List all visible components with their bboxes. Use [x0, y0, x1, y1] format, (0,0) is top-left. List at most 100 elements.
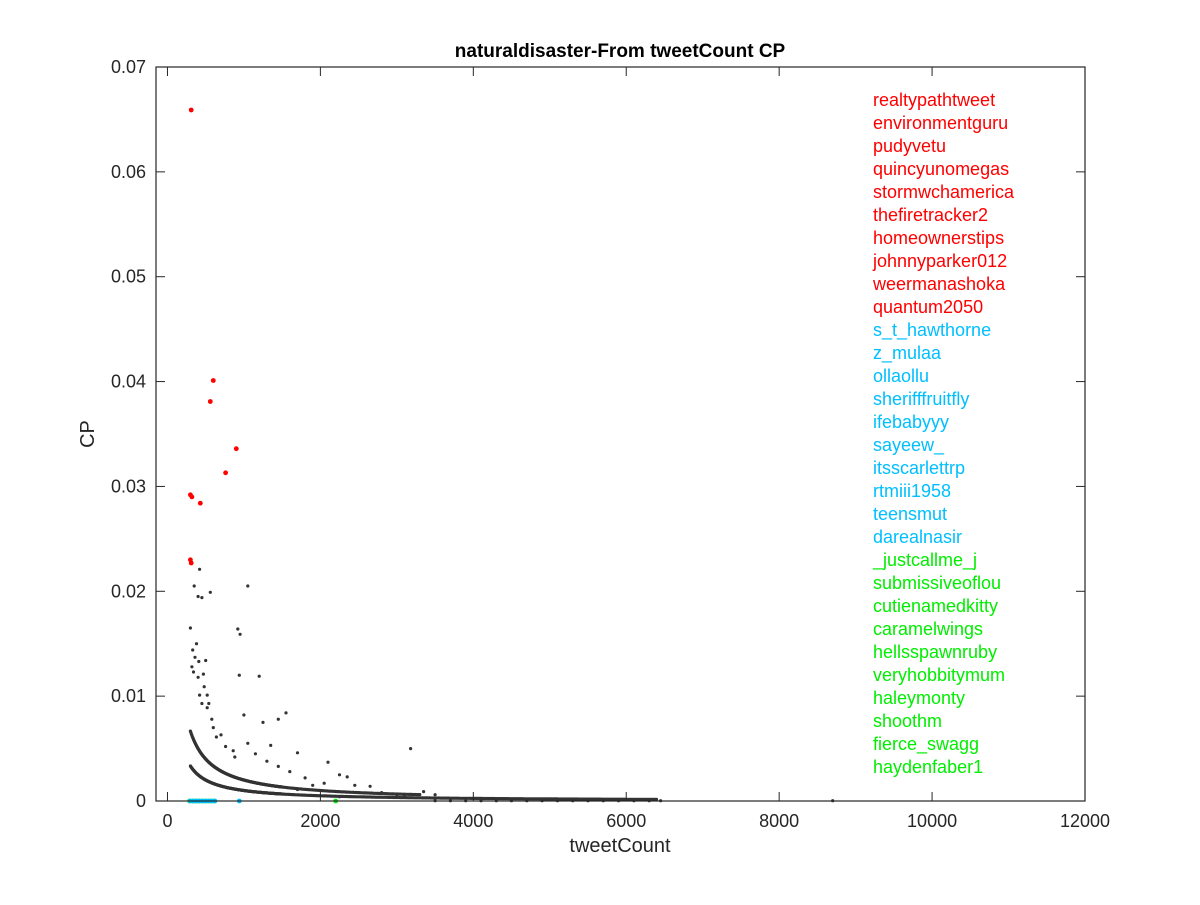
data-point-other	[288, 770, 292, 774]
legend-label-red: realtypathtweet	[873, 90, 995, 110]
legend-label-green: haleymonty	[873, 688, 965, 708]
legend-label-cyan: teensmut	[873, 504, 947, 524]
legend-label-cyan: ollaollu	[873, 366, 929, 386]
legend-label-cyan: darealnasir	[873, 527, 962, 547]
data-point-other	[231, 749, 235, 753]
data-point-other	[191, 670, 196, 674]
data-point-other	[253, 752, 257, 756]
data-point-other	[326, 760, 330, 764]
x-tick-label: 2000	[300, 811, 340, 831]
data-point-other	[200, 596, 204, 600]
data-point	[654, 797, 659, 802]
x-tick-label: 4000	[453, 811, 493, 831]
legend-label-green: fierce_swagg	[873, 734, 979, 755]
data-point-other	[224, 744, 228, 749]
data-point-red	[223, 470, 229, 476]
legend-label-cyan: s_t_hawthorne	[873, 320, 991, 341]
legend-label-red: weermanashoka	[872, 274, 1006, 294]
data-point-other	[368, 784, 372, 788]
legend-label-cyan: z_mulaa	[873, 343, 942, 364]
x-tick-label: 8000	[759, 811, 799, 831]
x-axis-label: tweetCount	[569, 835, 671, 857]
data-point-other	[295, 751, 300, 755]
legend-label-green: veryhobbitymum	[873, 665, 1005, 685]
data-point-other	[236, 627, 240, 631]
data-point-red	[188, 107, 194, 113]
y-axis-label: CP	[77, 420, 99, 448]
x-tick-label: 10000	[907, 811, 957, 831]
data-point-other	[337, 773, 342, 777]
axis-ticks: 0 2000 4000 6000 8000 10000 12000 0 0.01 0.02 0.03…	[111, 57, 1110, 831]
legend-label-green: haydenfaber1	[873, 757, 983, 777]
data-point-other	[380, 791, 384, 795]
data-point-other	[233, 755, 237, 759]
data-point	[418, 793, 422, 797]
data-point-other	[214, 735, 218, 739]
data-point-other	[284, 711, 288, 715]
y-tick-label: 0.03	[111, 476, 146, 496]
data-point-other	[246, 584, 250, 588]
axes-frame	[155, 66, 1086, 802]
data-point-other	[198, 567, 202, 571]
data-point-other	[196, 594, 200, 599]
data-point-other	[402, 794, 407, 798]
legend-label-red: quantum2050	[873, 297, 983, 317]
legend-label-red: environmentguru	[873, 113, 1008, 133]
data-point-other	[337, 795, 342, 799]
data-point-other	[269, 743, 273, 748]
data-point-other	[345, 775, 349, 779]
legend-label-green: shoothm	[873, 711, 942, 731]
data-point-other	[276, 764, 280, 769]
data-point-other	[238, 632, 242, 636]
legend-label-green: _justcallme_j	[872, 550, 977, 571]
legend-label-green: caramelwings	[873, 619, 983, 639]
legend-label-cyan: ifebabyyy	[873, 412, 949, 432]
data-point-other	[210, 717, 214, 721]
data-point-other	[246, 741, 250, 745]
data-point-other	[208, 590, 212, 594]
data-point-red	[233, 446, 239, 452]
legend-label-red: pudyvetu	[873, 136, 946, 156]
legend-label-red: quincyunomegas	[873, 159, 1009, 179]
data-point-other	[194, 642, 199, 646]
data-point-other	[207, 701, 211, 706]
data-point-other	[395, 793, 399, 797]
x-tick-label: 12000	[1060, 811, 1110, 831]
legend-label-green: hellsspawnruby	[873, 642, 997, 662]
data-point-other	[190, 665, 194, 669]
data-point-other	[211, 726, 215, 730]
y-tick-label: 0.02	[111, 581, 146, 601]
chart-title: naturaldisaster-From tweetCount CP	[455, 41, 786, 62]
data-point-other	[196, 675, 200, 679]
data-point-other	[303, 776, 307, 780]
legend-label-red: stormwchamerica	[873, 182, 1015, 202]
legend-label-green: submissiveoflou	[873, 573, 1001, 593]
data-point-red	[207, 399, 213, 404]
data-point-other	[204, 658, 208, 663]
data-point-other	[197, 659, 201, 664]
y-tick-label: 0.05	[111, 267, 146, 287]
data-point-other	[219, 733, 223, 737]
legend-label-green: cutienamedkitty	[873, 596, 998, 616]
y-tick-label: 0.01	[111, 686, 146, 706]
data-point-other	[205, 706, 209, 710]
data-point-other	[188, 626, 192, 630]
data-point-red	[210, 378, 216, 383]
data-point-other	[311, 783, 315, 787]
data-point-other	[409, 747, 413, 751]
data-point-other	[202, 685, 206, 689]
data-point-other	[242, 713, 246, 717]
legend-labels: realtypathtweet environmentguru pudyvetu qu…	[872, 90, 1015, 777]
legend-label-cyan: itsscarlettrp	[873, 458, 965, 478]
y-tick-label: 0.04	[111, 372, 146, 392]
legend-label-cyan: rtmiii1958	[873, 481, 951, 501]
y-tick-label: 0.07	[111, 57, 146, 77]
data-point-other	[422, 790, 426, 794]
legend-label-cyan: sherifffruitfly	[873, 389, 969, 409]
data-point-other	[193, 655, 197, 659]
data-point-other	[205, 693, 209, 697]
data-point-other	[353, 783, 357, 787]
